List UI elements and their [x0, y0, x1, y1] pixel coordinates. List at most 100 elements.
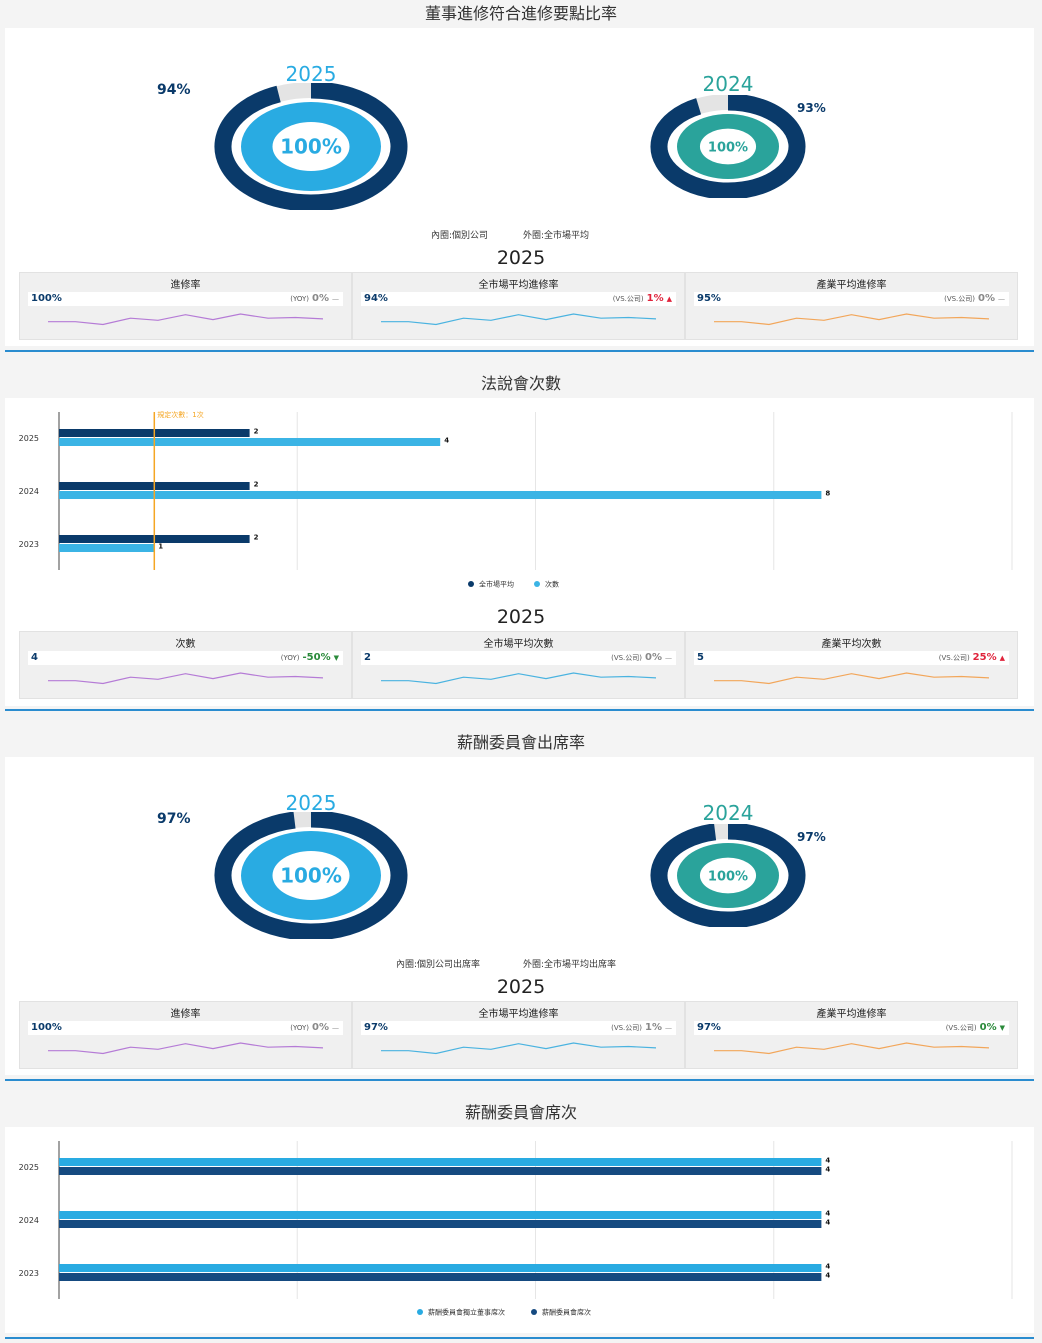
kpi-value: 2: [364, 652, 371, 663]
legend-marker: [531, 1309, 537, 1315]
donut-year-2025: 2025: [285, 791, 337, 815]
legend-label: 薪酬委員會獨立董事席次: [428, 1308, 505, 1317]
sparkline-path: [381, 313, 656, 326]
kpi-card-value-row: 97% (VS.公司) 1% —: [361, 1021, 676, 1035]
donut-chart-2024: 100%: [650, 95, 806, 198]
sparkline: [381, 672, 656, 685]
kpi-value: 100%: [31, 1022, 62, 1033]
sparkline-path: [381, 672, 656, 685]
kpi-year: 2025: [496, 247, 546, 269]
bar: [59, 491, 822, 499]
y-tick-label: 2023: [19, 1269, 39, 1278]
kpi-card-title: 產業平均進修率: [816, 280, 887, 291]
kpi-comparison-pct: 1%: [646, 293, 664, 304]
y-tick-label: 2025: [19, 1163, 39, 1172]
kpi-card: 進修率 100% (YOY) 0% —: [19, 272, 352, 340]
kpi-value: 94%: [364, 293, 388, 304]
kpi-comparison: (VS.公司) 0% —: [611, 652, 672, 663]
donut-inner-pct: 100%: [280, 135, 342, 159]
data-label: 1: [158, 543, 163, 551]
y-tick-label: 2024: [19, 487, 39, 496]
section-divider: [5, 1079, 1034, 1081]
kpi-card-title: 進修率: [170, 1009, 201, 1020]
donut-year-2025: 2025: [285, 62, 337, 86]
section3-title: 薪酬委員會出席率: [456, 733, 585, 752]
kpi-comparison-pct: 0%: [979, 1022, 997, 1033]
kpi-comparison: (VS.公司) 0% ▼: [946, 1022, 1005, 1033]
kpi-card-title: 進修率: [170, 280, 201, 291]
kpi-card: 產業平均進修率 95% (VS.公司) 0% —: [685, 272, 1018, 340]
legend-inner: 內圈:個別公司: [431, 231, 489, 241]
legend-label: 薪酬委員會席次: [542, 1308, 591, 1317]
sparkline: [714, 313, 989, 326]
bar: [59, 438, 441, 446]
legend-marker: [417, 1309, 423, 1315]
outer-pct-2024: 97%: [797, 830, 826, 844]
donut-hole: [699, 128, 757, 165]
data-label: 8: [825, 490, 830, 498]
section-divider: [5, 350, 1034, 352]
legend-outer: 外圈:全市場平均: [523, 231, 590, 241]
kpi-comparison: (VS.公司) 1% ▲: [613, 293, 672, 304]
bar: [59, 1220, 822, 1228]
legend-marker: [534, 581, 540, 587]
kpi-year: 2025: [496, 606, 546, 628]
section1-title: 董事進修符合進修要點比率: [424, 4, 617, 23]
section2-title: 法說會次數: [480, 374, 561, 393]
kpi-card-value-row: 5 (VS.公司) 25% ▲: [694, 651, 1009, 665]
sparkline-path: [48, 672, 323, 685]
donut-inner-pct: 100%: [708, 141, 748, 156]
data-label: 4: [825, 1263, 830, 1271]
data-label: 2: [254, 534, 259, 542]
data-label: 4: [825, 1272, 830, 1280]
kpi-comparison-tag: (VS.公司): [611, 1024, 643, 1032]
trend-down-icon: ▼: [333, 654, 339, 662]
trend-flat-icon: —: [332, 295, 339, 303]
data-label: 2: [254, 428, 259, 436]
kpi-comparison-pct: 0%: [312, 1022, 329, 1033]
kpi-value: 100%: [31, 293, 62, 304]
outer-pct-2025: 94%: [157, 82, 191, 98]
y-tick-label: 2024: [19, 1216, 39, 1225]
outer-pct-2025: 97%: [157, 811, 191, 827]
kpi-value: 95%: [697, 293, 721, 304]
kpi-card: 次數 4 (YOY) -50% ▼: [19, 631, 352, 699]
legend-label: 次數: [545, 580, 559, 589]
kpi-comparison-pct: 0%: [645, 652, 662, 663]
donut-hole: [272, 122, 350, 171]
sparkline: [381, 1042, 656, 1055]
kpi-card-value-row: 95% (VS.公司) 0% —: [694, 292, 1009, 306]
kpi-value: 4: [31, 652, 38, 663]
kpi-card: 產業平均次數 5 (VS.公司) 25% ▲: [685, 631, 1018, 699]
sparkline-path: [381, 1042, 656, 1055]
sparkline: [381, 313, 656, 326]
data-label: 4: [825, 1166, 830, 1174]
kpi-comparison: (VS.公司) 1% —: [611, 1022, 672, 1033]
kpi-comparison-pct: 0%: [312, 293, 329, 304]
kpi-comparison-pct: 25%: [972, 652, 997, 663]
donut-year-2024: 2024: [702, 72, 754, 96]
legend-inner: 內圈:個別公司出席率: [396, 960, 481, 970]
donut-inner-pct: 100%: [280, 864, 342, 888]
donut-outer-ring: [214, 812, 408, 939]
trend-flat-icon: —: [332, 1024, 339, 1032]
kpi-value: 97%: [364, 1022, 388, 1033]
donut-chart-2025: 100%: [214, 83, 408, 210]
legend-outer: 外圈:全市場平均出席率: [523, 960, 617, 970]
kpi-card: 全市場平均次數 2 (VS.公司) 0% —: [352, 631, 685, 699]
kpi-card: 進修率 100% (YOY) 0% —: [19, 1001, 352, 1069]
kpi-card-value-row: 100% (YOY) 0% —: [28, 1021, 343, 1035]
kpi-card-title: 產業平均次數: [821, 639, 882, 650]
donut-hole: [272, 851, 350, 900]
kpi-card-value-row: 2 (VS.公司) 0% —: [361, 651, 676, 665]
sparkline-path: [714, 672, 989, 685]
outer-pct-2024: 93%: [797, 101, 826, 115]
kpi-card: 產業平均進修率 97% (VS.公司) 0% ▼: [685, 1001, 1018, 1069]
bar: [59, 1211, 822, 1219]
trend-flat-icon: —: [998, 295, 1005, 303]
trend-flat-icon: —: [665, 654, 672, 662]
kpi-card-title: 全市場平均進修率: [478, 280, 559, 291]
kpi-comparison-tag: (YOY): [290, 1024, 310, 1032]
